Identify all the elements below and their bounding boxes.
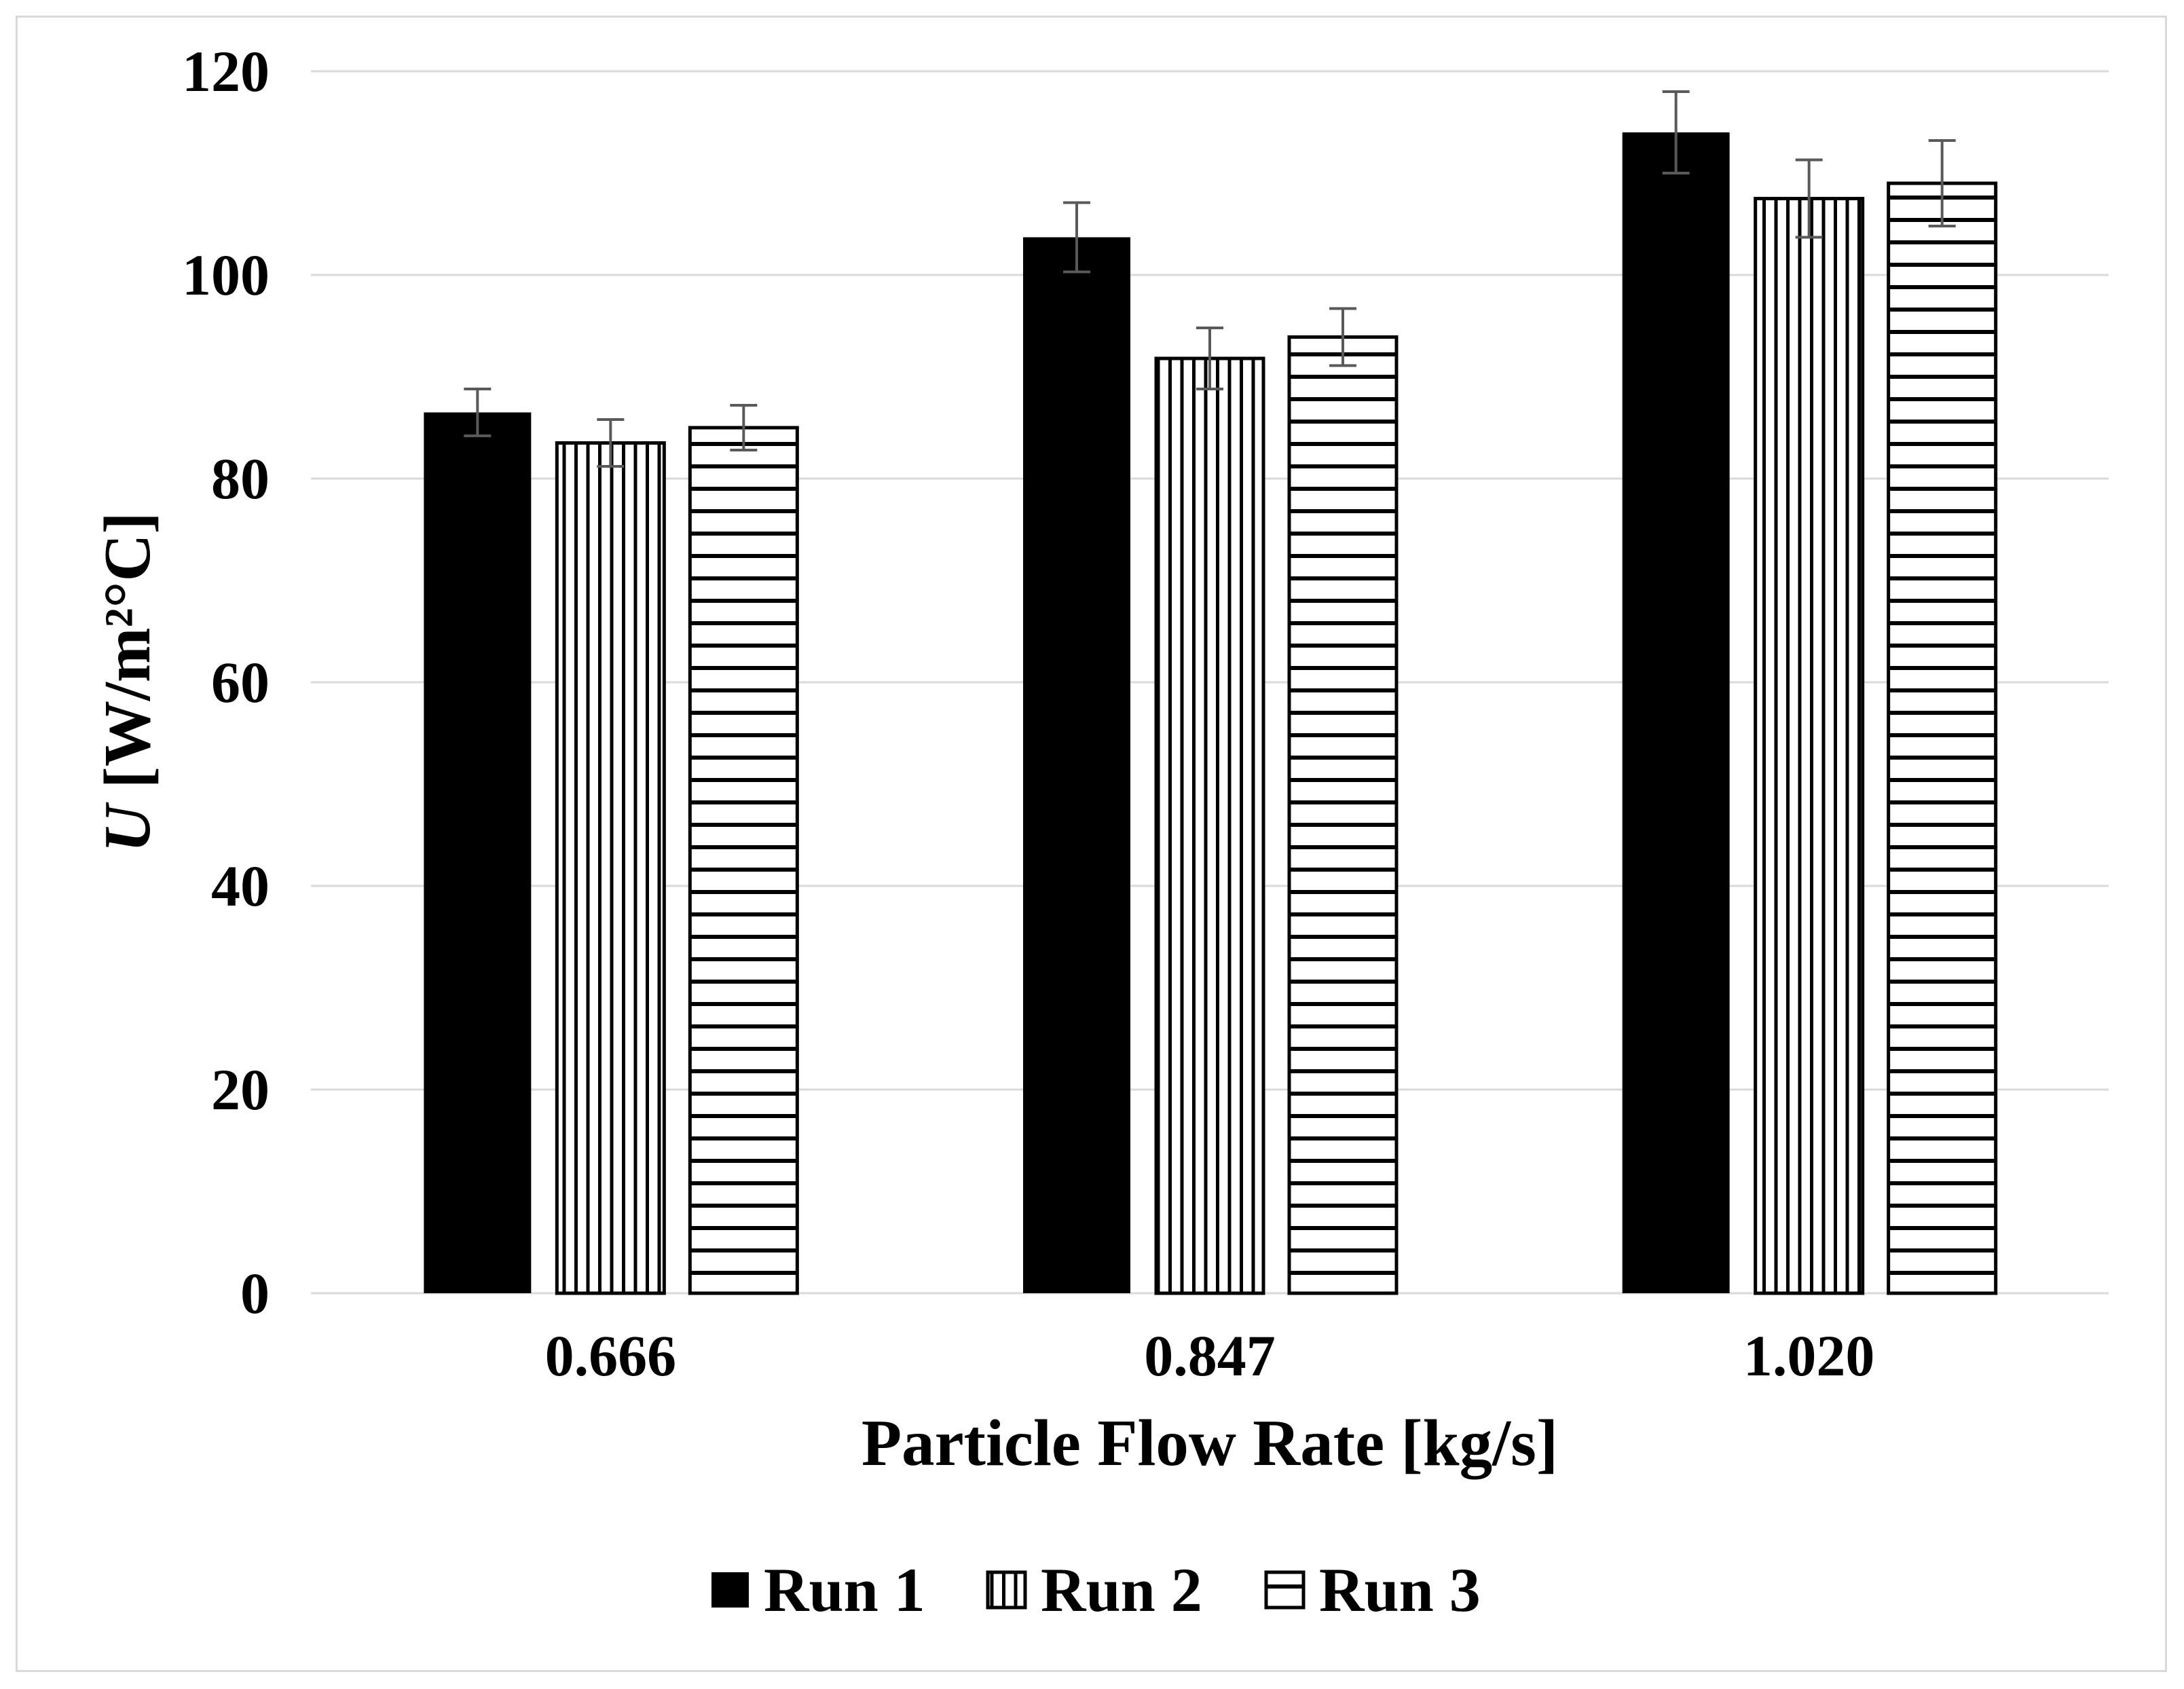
y-axis-title-variable: U xyxy=(91,802,164,853)
y-tick-label-100: 100 xyxy=(182,242,270,308)
bar-run2-0.666 xyxy=(555,441,666,1295)
legend-marker-run1 xyxy=(711,1572,749,1608)
x-category-label-1.020: 1.020 xyxy=(1743,1323,1875,1388)
legend-label-run2: Run 2 xyxy=(1041,1555,1202,1625)
bar-run3-0.666 xyxy=(688,426,799,1295)
x-category-labels: 0.666 0.847 1.020 xyxy=(545,1323,1875,1388)
bar-run1-0.847 xyxy=(1023,237,1130,1293)
x-category-label-0.666: 0.666 xyxy=(545,1323,677,1388)
legend-label-run1: Run 1 xyxy=(764,1555,925,1625)
y-tick-label-80: 80 xyxy=(211,446,270,511)
y-tick-label-60: 60 xyxy=(211,650,270,715)
bar-run3-0.847 xyxy=(1287,335,1399,1295)
legend-marker-run2 xyxy=(986,1570,1027,1610)
bar-run1-1.020 xyxy=(1622,132,1730,1293)
y-tick-label-20: 20 xyxy=(211,1057,270,1122)
error-bars-group xyxy=(464,90,1956,468)
bar-run2-0.847 xyxy=(1154,356,1265,1295)
bar-run2-1.020 xyxy=(1754,197,1865,1295)
legend: Run 1 Run 2 Run 3 xyxy=(711,1555,1481,1625)
y-axis-title-units: [W/m²°C] xyxy=(91,512,164,805)
y-tick-label-0: 0 xyxy=(240,1261,270,1326)
y-axis-title: U [W/m²°C] xyxy=(91,512,164,853)
legend-marker-run3 xyxy=(1264,1570,1306,1610)
y-tick-labels: 0 20 40 60 80 100 120 xyxy=(182,39,270,1326)
y-tick-label-40: 40 xyxy=(211,853,270,918)
bar-run1-0.666 xyxy=(424,412,532,1293)
y-tick-label-120: 120 xyxy=(182,39,270,104)
x-category-label-0.847: 0.847 xyxy=(1144,1323,1276,1388)
bars-group xyxy=(424,132,1998,1295)
bar-run3-1.020 xyxy=(1887,181,1998,1295)
x-axis-title: Particle Flow Rate [kg/s] xyxy=(862,1407,1558,1479)
legend-label-run3: Run 3 xyxy=(1319,1555,1481,1625)
